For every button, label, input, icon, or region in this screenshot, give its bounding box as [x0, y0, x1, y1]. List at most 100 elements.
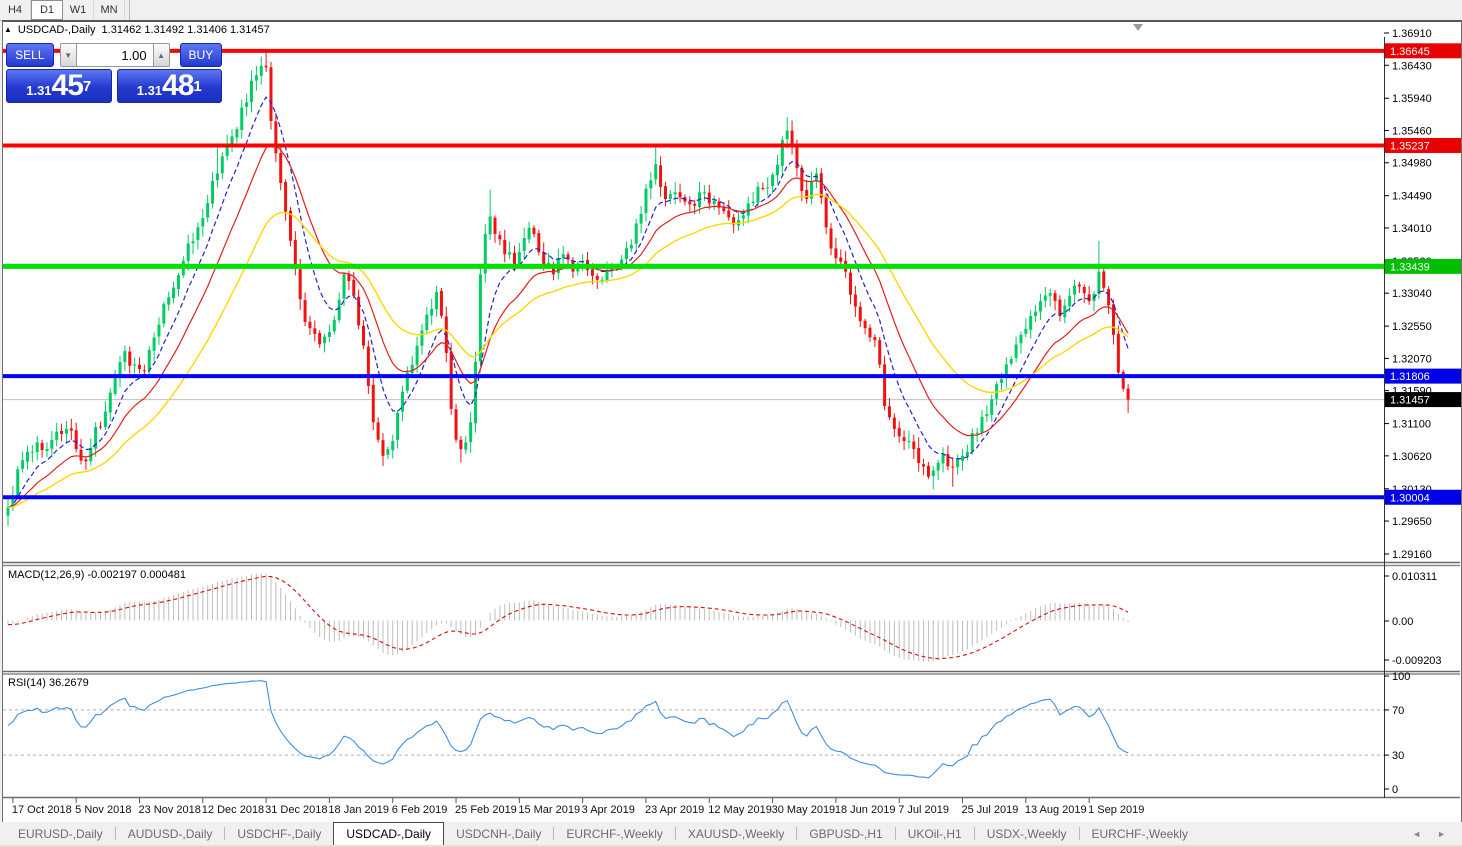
moving-averages — [7, 96, 1129, 509]
x-axis-date-label: 6 Feb 2019 — [392, 804, 448, 816]
x-axis-date-label: 13 Aug 2019 — [1025, 804, 1087, 816]
x-axis-date-label: 31 Dec 2018 — [265, 804, 327, 816]
timeframe-button-d1[interactable]: D1 — [31, 0, 63, 20]
x-axis-date-label: 3 Apr 2019 — [582, 804, 635, 816]
price-axis: 1.36910 1.36430 1.35940 1.35460 1.34980 1.344… — [1384, 28, 1432, 561]
price-badge-label: 1.36645 — [1390, 46, 1430, 58]
macd-axis-label: 0.00 — [1392, 616, 1413, 628]
tab-usdcnh-daily[interactable]: USDCNH-,Daily — [456, 826, 542, 841]
timeframe-button-w1[interactable]: W1 — [63, 0, 94, 20]
buy-button[interactable]: BUY — [179, 43, 222, 67]
date-axis[interactable]: 17 Oct 2018 5 Nov 2018 23 Nov 2018 12 Dec 2… — [12, 798, 1145, 816]
x-axis-date-label: 17 Oct 2018 — [12, 804, 72, 816]
tab-xauusd-weekly[interactable]: XAUUSD-,Weekly — [687, 826, 785, 841]
tab-usdx-weekly[interactable]: USDX-,Weekly — [986, 826, 1067, 841]
y-axis-tick-label: 1.34010 — [1392, 223, 1432, 235]
macd-axis-label: 0.010311 — [1392, 571, 1437, 583]
tab-separator — [894, 827, 896, 840]
y-axis-tick-label: 1.34980 — [1392, 158, 1432, 170]
y-axis-tick-label: 1.30620 — [1392, 451, 1432, 463]
sell-button[interactable]: SELL — [6, 43, 54, 67]
x-axis-date-label: 23 Nov 2018 — [138, 804, 200, 816]
y-axis-tick-label: 1.35940 — [1392, 93, 1432, 105]
tab-eurchf-weekly[interactable]: EURCHF-,Weekly — [566, 826, 663, 841]
y-axis-tick-label: 1.32070 — [1392, 353, 1432, 365]
x-axis-date-label: 25 Jul 2019 — [962, 804, 1019, 816]
toolbar-separator — [125, 0, 130, 20]
x-axis-date-label: 5 Nov 2018 — [75, 804, 131, 816]
rsi-axis-label: 100 — [1392, 671, 1410, 683]
tab-ukoil-h1[interactable]: UKOil-,H1 — [907, 826, 962, 841]
y-axis-tick-label: 1.29650 — [1392, 516, 1432, 528]
volume-input[interactable] — [76, 43, 153, 67]
chart-window — [2, 20, 1462, 824]
buy-price-sup: 1 — [193, 78, 202, 95]
tab-separator — [796, 827, 798, 840]
tab-audusd-daily[interactable]: AUDUSD-,Daily — [127, 826, 213, 841]
buy-price-prefix: 1.31 — [136, 83, 163, 98]
symbol-tabbar: EURUSD-,Daily AUDUSD-,Daily USDCHF-,Daily U… — [0, 822, 1462, 845]
volume-increase-button[interactable]: ▲ — [152, 43, 170, 67]
price-badge-label: 1.33439 — [1390, 261, 1430, 273]
y-axis-tick-label: 1.29160 — [1392, 549, 1432, 561]
chart-ohlc-values: 1.31462 1.31492 1.31406 1.31457 — [101, 24, 270, 36]
price-levels — [3, 48, 1384, 500]
buy-price-box[interactable]: 1.31 48 1 — [116, 69, 222, 103]
sell-price-box[interactable]: 1.31 45 7 — [6, 69, 112, 103]
timeframe-button-h4[interactable]: H4 — [0, 0, 31, 20]
macd-indicator-label: MACD(12,26,9) -0.002197 0.000481 — [8, 569, 186, 581]
macd-pane: 0.010311 0.00 -0.009203 — [7, 571, 1442, 667]
y-axis-tick-label: 1.36430 — [1392, 60, 1432, 72]
shift-marker — [1133, 24, 1143, 31]
tab-separator — [553, 827, 555, 840]
price-badge-label: 1.31806 — [1390, 371, 1430, 383]
tab-separator — [973, 827, 975, 840]
rsi-indicator-label: RSI(14) 36.2679 — [8, 677, 89, 689]
x-axis-date-label: 25 Feb 2019 — [455, 804, 517, 816]
tab-gbpusd-h1[interactable]: GBPUSD-,H1 — [809, 826, 883, 841]
rsi-line — [7, 680, 1129, 779]
tabs-scroll-left-icon[interactable]: ◄ — [1412, 828, 1422, 839]
y-axis-tick-label: 1.31100 — [1392, 419, 1431, 431]
chart-symbol-title: USDCAD-,Daily — [17, 24, 96, 36]
tab-eurchf-weekly[interactable]: EURCHF-,Weekly — [1091, 826, 1188, 841]
price-badge-label: 1.30004 — [1390, 492, 1430, 504]
buy-price-main: 48 — [162, 69, 194, 102]
collapse-triangle-icon[interactable]: ▲ — [4, 25, 12, 34]
tabs-scroll-right-icon[interactable]: ► — [1437, 828, 1446, 839]
tab-eurusd-daily[interactable]: EURUSD-,Daily — [18, 826, 103, 841]
chart-tabs: EURUSD-,Daily AUDUSD-,Daily USDCHF-,Daily U… — [0, 822, 1200, 845]
tab-usdchf-daily[interactable]: USDCHF-,Daily — [237, 826, 322, 841]
sell-price-main: 45 — [51, 69, 84, 102]
timeframe-button-mn[interactable]: MN — [94, 0, 125, 20]
ma-fast-line — [7, 96, 1129, 509]
chart-titlebar: ▲ USDCAD-,Daily 1.31462 1.31492 1.31406 … — [4, 23, 270, 37]
x-axis-date-label: 15 Mar 2019 — [518, 804, 580, 816]
y-axis-tick-label: 1.33040 — [1392, 288, 1432, 300]
rsi-axis-label: 70 — [1392, 705, 1404, 717]
x-axis-date-label: 12 May 2019 — [708, 804, 772, 816]
x-axis-date-label: 1 Sep 2019 — [1088, 804, 1144, 816]
chart-canvas[interactable]: 1.36910 1.36430 1.35940 1.35460 1.34980 1.344… — [0, 0, 1462, 822]
chart-shift-marker-icon[interactable] — [1133, 24, 1143, 31]
rsi-pane: 100 70 30 0 — [3, 671, 1410, 796]
x-axis-date-label: 23 Apr 2019 — [645, 804, 704, 816]
tab-scroll-arrows: ◄ ► — [1412, 822, 1462, 845]
bottom-strip — [0, 845, 1462, 847]
volume-decrease-button[interactable]: ▼ — [59, 43, 77, 67]
y-axis-tick-label: 1.34490 — [1392, 191, 1432, 203]
x-axis-date-label: 30 May 2019 — [772, 804, 836, 816]
ma-slow-line — [7, 193, 1129, 509]
price-badge-label: 1.31457 — [1390, 395, 1430, 407]
ma-medium-line — [7, 144, 1129, 509]
pane-frame — [3, 37, 1460, 799]
x-axis-date-label: 7 Jul 2019 — [898, 804, 949, 816]
candles[interactable] — [6, 50, 1130, 527]
x-axis-date-label: 18 Jun 2019 — [835, 804, 896, 816]
rsi-axis-label: 0 — [1392, 784, 1398, 796]
tab-usdcad-daily[interactable]: USDCAD-,Daily — [333, 822, 445, 845]
tab-separator — [674, 827, 676, 840]
price-badges: 1.36645 1.35237 1.33439 1.31806 1.30004 1.314… — [1385, 43, 1461, 505]
